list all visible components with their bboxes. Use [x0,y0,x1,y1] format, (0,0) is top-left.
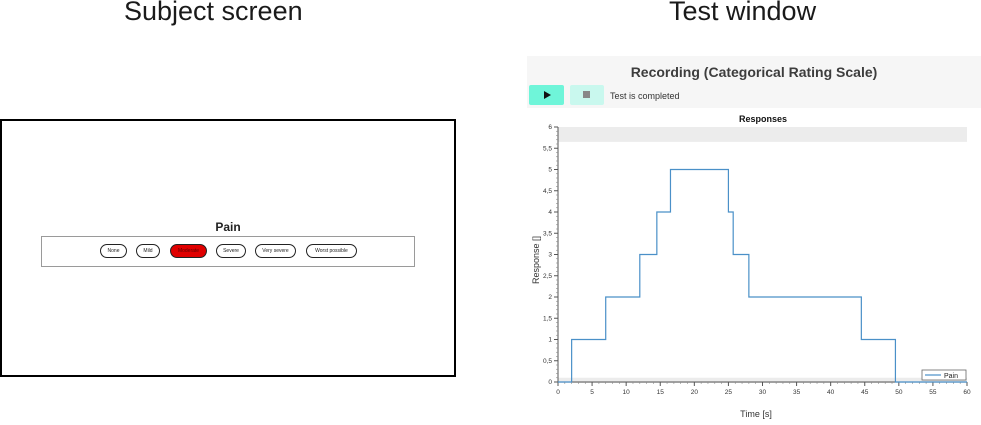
x-tick-label: 60 [963,389,971,396]
series-layer [558,168,967,383]
y-axis: 0 0,5 1 1,5 2 2,5 3 3,5 4 4,5 5 5,5 6 [543,124,559,386]
y-tick-label: 5 [548,167,552,174]
scale-title: Pain [215,220,241,234]
top-band [558,127,967,142]
legend-box [921,369,967,381]
x-tick-label: 0 [556,389,560,396]
y-tick-label: 4,5 [543,188,552,195]
x-tick-label: 25 [725,389,733,396]
x-tick-label: 20 [691,389,699,396]
y-tick-label: 4 [548,209,552,216]
rating-option-worst-possible[interactable]: Worst possible [306,244,357,258]
x-axis: 0 5 10 15 20 25 30 35 40 45 50 55 60 [556,381,971,396]
y-tick-label: 2,5 [543,273,552,280]
x-tick-label: 15 [657,389,665,396]
y-tick-label: 3 [548,252,552,259]
x-tick-label: 35 [793,389,801,396]
x-tick-label: 40 [827,389,835,396]
rating-option-none[interactable]: None [100,244,127,258]
y-tick-label: 0 [548,379,552,386]
rating-option-mild[interactable]: Mild [136,244,160,258]
plot-area [558,127,967,383]
responses-chart: Responses 0 0,5 1 1,5 2 2,5 3 3,5 4 4,5 5 5,5 6 0 5 10… [531,114,971,419]
y-tick-label: 3,5 [543,230,552,237]
x-tick-label: 30 [759,389,767,396]
y-tick-label: 5,5 [543,145,552,152]
y-tick-label: 1,5 [543,315,552,322]
test-window: Recording (Categorical Rating Scale) Tes… [527,56,981,425]
play-button[interactable] [529,85,564,105]
legend-label: Pain [944,373,958,380]
test-window-heading: Test window [669,0,817,26]
y-tick-label: 6 [548,124,552,131]
y-tick-label: 1 [548,337,552,344]
y-tick-label: 2 [548,294,552,301]
play-icon [544,91,551,99]
series-line-pain [558,168,967,383]
rating-scale-bar: None Mild Moderate Severe Very severe Wo… [41,236,415,267]
y-axis-label: Response [] [531,236,541,284]
subject-screen: Pain None Mild Moderate Severe Very seve… [0,119,456,377]
x-tick-label: 55 [929,389,937,396]
x-tick-label: 50 [895,389,903,396]
rating-option-severe[interactable]: Severe [216,244,246,258]
stop-icon [583,91,590,98]
x-axis-label: Time [s] [740,409,772,419]
subject-screen-heading: Subject screen [124,0,303,26]
stop-button[interactable] [570,85,604,105]
rating-option-very-severe[interactable]: Very severe [255,244,296,258]
rating-option-moderate[interactable]: Moderate [170,244,207,258]
recording-title: Recording (Categorical Rating Scale) [630,64,878,80]
test-window-header: Recording (Categorical Rating Scale) Tes… [527,56,981,108]
status-text: Test is completed [610,91,680,101]
x-tick-label: 10 [623,389,631,396]
chart-legend: Pain [921,369,967,381]
y-tick-label: 0,5 [543,358,552,365]
x-tick-label: 5 [590,389,594,396]
chart-title: Responses [739,114,787,124]
bottom-band [558,377,967,383]
x-tick-label: 45 [861,389,869,396]
